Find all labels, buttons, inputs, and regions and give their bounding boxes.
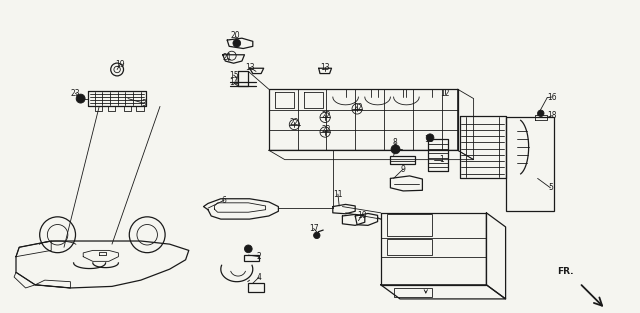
Circle shape [426,134,434,141]
Text: 16: 16 [424,135,434,144]
Text: 4: 4 [257,273,262,281]
Text: 9: 9 [401,165,406,173]
Circle shape [391,145,400,154]
Bar [394,288,432,297]
Text: 11: 11 [333,190,342,198]
Text: 22: 22 [322,126,331,134]
Text: 18: 18 [547,111,556,120]
Text: 23: 23 [70,89,81,98]
Text: 17: 17 [308,224,319,233]
Circle shape [244,245,252,253]
Text: 13: 13 [244,63,255,72]
Text: FR.: FR. [557,267,574,275]
Text: 14: 14 [228,79,239,87]
Text: 12: 12 [440,90,449,98]
Text: 5: 5 [548,183,553,192]
Circle shape [76,94,85,103]
Text: 21: 21 [223,54,232,62]
Bar [248,283,264,292]
Circle shape [314,232,320,239]
Bar [387,239,432,255]
Bar [506,117,554,211]
Bar [387,214,432,236]
Text: 6: 6 [221,196,227,205]
Text: 22: 22 [290,118,299,126]
Text: 15: 15 [228,71,239,80]
Text: 13: 13 [320,63,330,72]
Text: 3: 3 [141,99,147,108]
Text: 8: 8 [392,138,397,147]
Text: 1: 1 [439,155,444,164]
Text: 20: 20 [230,32,241,40]
Text: 22: 22 [354,104,363,112]
Text: 16: 16 [547,93,557,101]
Text: 19: 19 [115,60,125,69]
Bar [390,156,415,164]
Text: 22: 22 [322,111,331,120]
Bar [244,255,259,261]
Text: 2: 2 [257,252,262,261]
Text: 10: 10 [356,212,367,220]
Text: 7: 7 [392,147,397,156]
Circle shape [233,39,241,47]
Circle shape [538,110,544,116]
